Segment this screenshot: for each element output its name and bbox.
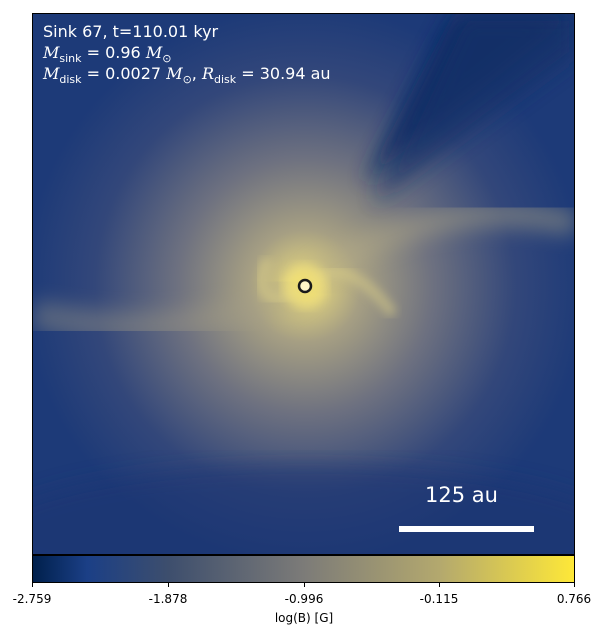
colorbar-tick [439,583,440,587]
colorbar-tick-label: -0.115 [419,592,459,606]
field-map-panel [32,13,575,555]
scale-bar [399,526,534,532]
colorbar-tick [32,583,33,587]
colorbar-tick [304,583,305,587]
colorbar-tick [168,583,169,587]
colorbar-tick-label: -0.996 [284,592,324,606]
colorbar [32,555,575,583]
colorbar-tick-label: -2.759 [12,592,52,606]
colorbar-tick [574,583,575,587]
sink-title: Sink 67, t=110.01 kyr [43,22,219,41]
colorbar-tick-label: 0.766 [556,592,592,606]
magnetic-field-map [33,14,574,554]
sink-mass-line: Msink = 0.96 M⊙ [43,43,172,66]
colorbar-label: log(B) [G] [274,611,334,625]
scale-bar-label: 125 au [425,483,498,507]
colorbar-tick-label: -1.878 [148,592,188,606]
sink-marker-icon [297,278,313,294]
disk-line: Mdisk = 0.0027 M⊙, Rdisk = 30.94 au [43,64,331,87]
